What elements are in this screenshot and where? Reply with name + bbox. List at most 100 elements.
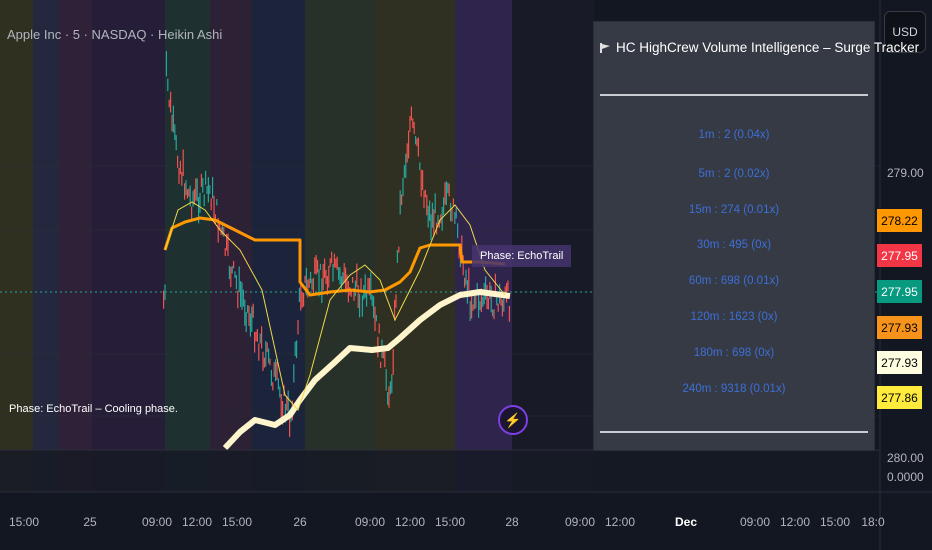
candle	[325, 269, 327, 285]
candle	[312, 277, 314, 295]
candle	[342, 272, 344, 284]
panel-bottom-rule	[600, 431, 868, 433]
candle	[465, 269, 467, 285]
candle	[263, 357, 265, 368]
candle	[163, 290, 165, 309]
bull-flag-icon	[600, 43, 610, 53]
candle	[410, 106, 412, 121]
candle	[496, 292, 498, 306]
candle	[500, 293, 502, 306]
candle	[300, 284, 302, 311]
candle	[489, 281, 491, 299]
volume-row-120m: 120m : 1623 (0x)	[690, 311, 778, 323]
candle	[486, 285, 488, 310]
candle	[391, 374, 393, 394]
candle	[360, 278, 362, 291]
time-tick: 09:00	[354, 515, 386, 529]
candle	[422, 170, 424, 190]
candle	[262, 351, 264, 371]
volume-row-180m: 180m : 698 (0x)	[693, 347, 775, 359]
time-tick: Dec	[674, 515, 698, 529]
candle	[287, 390, 289, 417]
candle	[423, 190, 425, 209]
volume-row-240m: 240m : 9318 (0.01x)	[682, 383, 786, 395]
candle	[478, 294, 480, 318]
candle	[212, 176, 214, 199]
candle	[413, 122, 415, 135]
candle	[258, 343, 260, 361]
phase-band	[33, 0, 58, 492]
candle	[468, 267, 470, 290]
candle	[431, 202, 433, 228]
candle	[272, 382, 274, 391]
candle	[419, 162, 421, 171]
candle	[270, 369, 272, 386]
candle	[437, 215, 439, 228]
candle	[230, 267, 232, 288]
currency-button[interactable]: USD	[884, 11, 926, 53]
candle	[388, 386, 390, 408]
candle	[188, 188, 190, 197]
candle	[195, 178, 197, 201]
candle	[279, 386, 281, 398]
candlesticks	[163, 51, 510, 437]
candle	[231, 265, 233, 274]
candle	[343, 263, 345, 283]
price-badge: 277.95	[877, 280, 922, 303]
candle	[171, 114, 173, 132]
candle	[451, 208, 453, 222]
candle	[441, 206, 443, 231]
candle	[494, 273, 496, 298]
candle	[361, 295, 363, 317]
candle	[406, 143, 408, 163]
candle	[248, 305, 250, 326]
panel-title: HC HighCrew Volume Intelligence – Surge …	[600, 40, 919, 55]
candle	[346, 274, 348, 290]
candle	[193, 188, 195, 205]
trend-orange-line	[163, 216, 506, 297]
candle	[174, 124, 176, 141]
candle	[240, 281, 242, 307]
candle	[454, 212, 456, 224]
candle	[298, 287, 300, 302]
candle	[217, 218, 219, 243]
candle	[199, 192, 201, 213]
candle	[359, 293, 361, 318]
candle	[368, 278, 370, 296]
candle	[244, 299, 246, 326]
candle	[476, 282, 478, 296]
chart-title: Apple Inc · 5 · NASDAQ · Heikin Ashi	[7, 27, 223, 42]
candle	[387, 392, 389, 405]
candle	[273, 362, 275, 377]
volume-row-30m: 30m : 495 (0x)	[696, 239, 772, 251]
candle	[487, 297, 489, 310]
time-tick: 12:00	[779, 515, 811, 529]
candle	[333, 253, 335, 268]
candle	[433, 209, 435, 237]
candle	[396, 250, 398, 263]
candle	[347, 281, 349, 303]
candle	[339, 267, 341, 285]
candle	[296, 340, 298, 359]
candle	[168, 99, 170, 108]
candle	[324, 258, 326, 278]
candle	[352, 277, 354, 283]
candle	[493, 309, 495, 320]
candle	[329, 258, 331, 267]
candle	[286, 396, 288, 411]
time-tick: 12:00	[394, 515, 426, 529]
price-badge: 277.86	[877, 386, 922, 409]
candle	[228, 265, 230, 280]
candle	[328, 265, 330, 288]
candle	[371, 294, 373, 307]
candle	[367, 277, 369, 294]
candle	[457, 223, 459, 239]
candle	[213, 195, 215, 221]
lightning-icon[interactable]: ⚡	[498, 405, 528, 435]
candle	[366, 292, 368, 307]
candle	[448, 183, 450, 197]
candle	[317, 260, 319, 273]
candle	[462, 255, 464, 276]
candle	[385, 369, 387, 391]
trend-thick-line	[222, 289, 511, 451]
